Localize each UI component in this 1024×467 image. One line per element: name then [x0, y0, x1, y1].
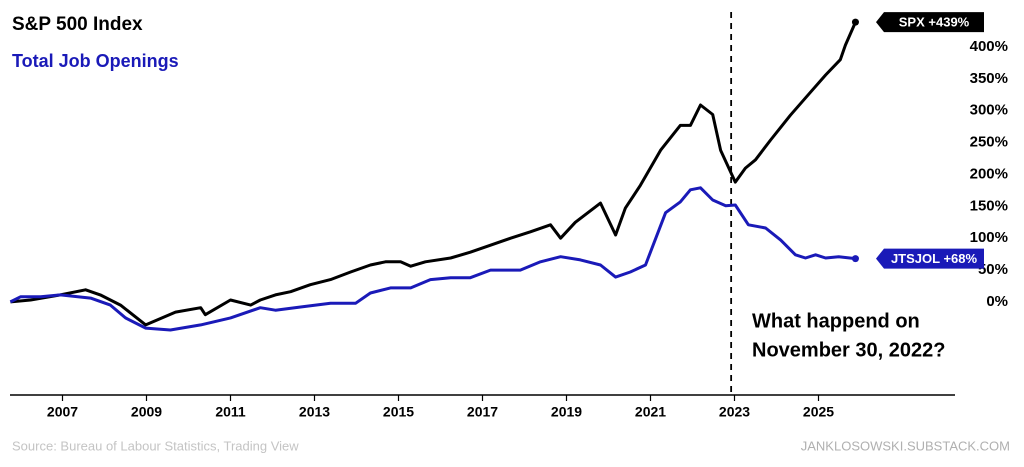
annotation: What happend on — [752, 310, 920, 332]
legend-title: S&P 500 Index — [12, 14, 143, 35]
y-tick-label: 100% — [970, 229, 1008, 246]
x-tick-label: 2013 — [299, 404, 330, 420]
y-tick-label: 200% — [970, 165, 1008, 182]
x-tick-label: 2007 — [47, 404, 78, 420]
end-dot — [851, 18, 859, 26]
legend-title: Total Job Openings — [12, 51, 179, 71]
y-tick-label: 0% — [986, 293, 1008, 310]
x-tick-label: 2017 — [467, 404, 498, 420]
annotation: November 30, 2022? — [752, 339, 945, 361]
x-tick-label: 2011 — [215, 404, 246, 420]
end-label: SPX +439% — [899, 15, 970, 30]
credit: JANKLOSOWSKI.SUBSTACK.COM — [801, 438, 1010, 453]
source: Source: Bureau of Labour Statistics, Tra… — [12, 438, 299, 453]
x-tick-label: 2023 — [719, 404, 750, 420]
y-tick-label: 250% — [970, 134, 1008, 151]
y-tick-label: 400% — [970, 38, 1008, 55]
y-tick-label: 300% — [970, 102, 1008, 119]
x-tick-label: 2015 — [383, 404, 414, 420]
end-tag — [876, 248, 984, 269]
end-tag — [876, 12, 984, 33]
x-tick-label: 2025 — [803, 404, 834, 420]
x-tick-label: 2009 — [131, 404, 162, 420]
y-tick-label: 350% — [970, 70, 1008, 87]
series-line — [10, 21, 857, 327]
end-label: JTSJOL +68% — [891, 251, 978, 266]
x-tick-label: 2019 — [551, 404, 582, 420]
y-tick-label: 50% — [978, 261, 1008, 278]
end-dot — [851, 255, 859, 263]
y-tick-label: 150% — [970, 197, 1008, 214]
series-line — [9, 186, 856, 332]
x-tick-label: 2021 — [635, 404, 666, 420]
